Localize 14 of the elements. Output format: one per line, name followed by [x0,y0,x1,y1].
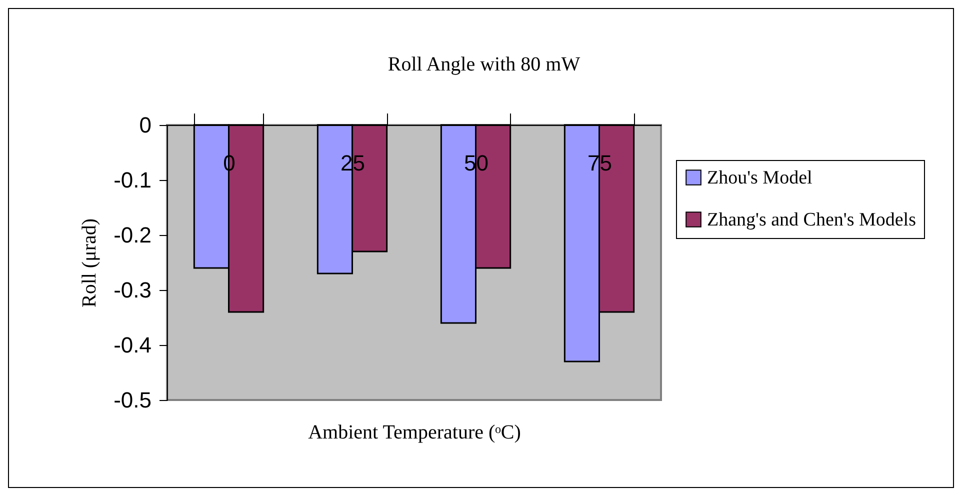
legend-label: Zhou's Model [707,168,812,188]
chart-title: Roll Angle with 80 mW [388,54,580,76]
legend-label: Zhang's and Chen's Models [707,210,916,230]
y-tick-label: -0.3 [114,278,152,302]
x-tick-label: 25 [340,150,365,176]
x-tick-label: 75 [588,150,612,176]
y-axis-title: Roll (μrad) [78,218,101,308]
y-tick-label: 0 [139,112,152,138]
x-axis-title: Ambient Temperature (ᵒC) [308,422,521,444]
x-tick-label: 50 [464,150,488,176]
y-tick-label: -0.1 [114,168,152,192]
y-tick-label: -0.5 [114,388,152,412]
y-tick-label: -0.4 [114,332,152,358]
y-tick-label: -0.2 [114,222,152,248]
